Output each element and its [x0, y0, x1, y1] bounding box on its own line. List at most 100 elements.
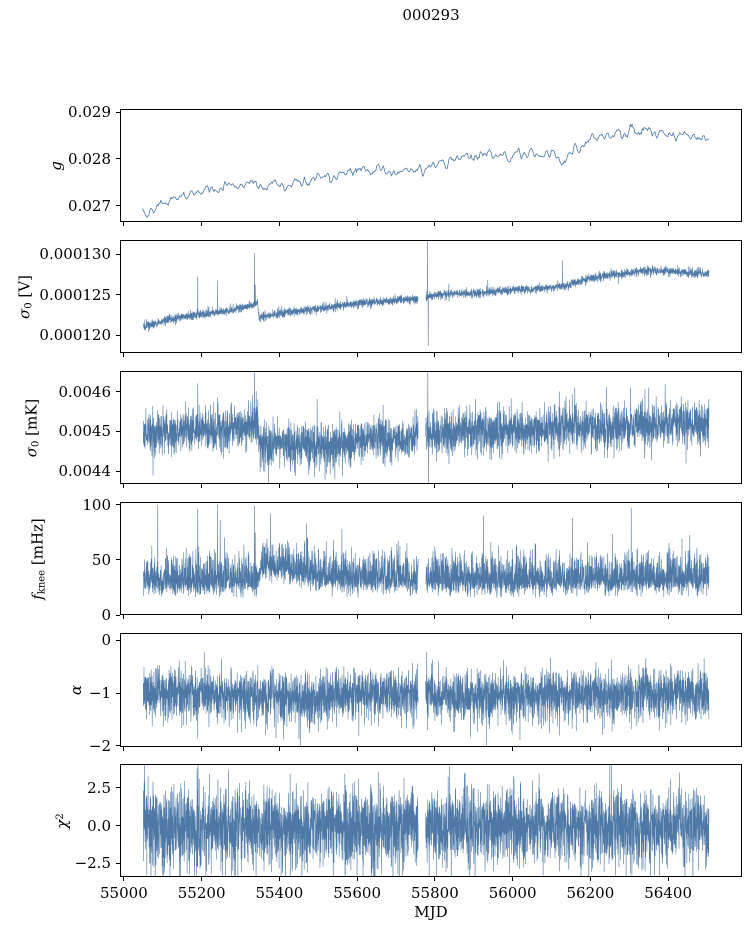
x-tick-mark — [434, 747, 436, 751]
y-axis-label-segment: σ — [15, 308, 34, 319]
y-axis-label-segment: 0 — [23, 301, 35, 309]
x-tick-mark — [589, 747, 591, 751]
panel-g — [120, 109, 742, 222]
x-tick-mark — [201, 222, 203, 226]
y-axis-label-sigma0-mk: σ0 [mK] — [22, 398, 41, 457]
x-tick-mark — [356, 615, 358, 619]
y-tick-label: 100 — [82, 495, 111, 514]
y-tick-label: 0 — [101, 606, 111, 624]
y-tick-mark — [116, 391, 120, 393]
y-tick-mark — [116, 614, 120, 616]
y-tick-label: 0.000125 — [39, 285, 111, 304]
series-canvas-alpha — [121, 634, 741, 746]
x-tick-mark — [278, 353, 280, 357]
x-tick-mark — [512, 353, 514, 357]
y-tick-mark — [116, 787, 120, 789]
x-tick-mark — [278, 615, 280, 619]
y-axis-label-segment: χ — [53, 819, 71, 829]
x-tick-mark — [201, 747, 203, 751]
y-axis-label-segment: knee — [36, 569, 48, 594]
y-axis-label-sigma0-v: σ0 [V] — [15, 275, 34, 319]
x-tick-mark — [123, 615, 125, 619]
y-tick-label: 0.000130 — [39, 245, 111, 264]
x-tick-label: 56400 — [644, 884, 692, 902]
x-tick-mark — [201, 353, 203, 357]
panel-fknee — [120, 502, 742, 615]
x-tick-mark — [434, 877, 436, 881]
x-tick-mark — [589, 877, 591, 881]
y-tick-mark — [116, 639, 120, 641]
x-tick-mark — [667, 615, 669, 619]
y-axis-label-alpha: α — [67, 685, 85, 695]
x-tick-mark — [589, 484, 591, 488]
x-tick-mark — [278, 484, 280, 488]
y-tick-label: 0.000120 — [39, 326, 111, 345]
x-tick-label: 55200 — [177, 884, 226, 902]
y-tick-label: 0.0044 — [58, 462, 112, 481]
x-tick-mark — [667, 877, 669, 881]
y-tick-label: −2 — [88, 736, 111, 755]
y-tick-label: 0.027 — [68, 196, 111, 215]
x-tick-mark — [667, 222, 669, 226]
x-axis-label: MJD — [414, 903, 448, 921]
y-tick-mark — [116, 158, 120, 160]
x-tick-label: 55400 — [255, 884, 304, 902]
x-tick-mark — [512, 222, 514, 226]
y-tick-label: 50 — [91, 550, 111, 569]
panel-alpha — [120, 633, 742, 747]
y-tick-mark — [116, 504, 120, 506]
y-axis-label-segment: g — [47, 160, 65, 171]
y-axis-label-segment: σ — [22, 446, 41, 457]
series-canvas-sigma0-v — [121, 241, 741, 352]
y-tick-mark — [116, 253, 120, 255]
x-tick-mark — [589, 222, 591, 226]
y-axis-label-segment: f — [28, 593, 47, 600]
x-tick-mark — [123, 484, 125, 488]
x-tick-label: 55800 — [411, 884, 459, 902]
x-tick-mark — [123, 877, 125, 881]
x-tick-mark — [667, 484, 669, 488]
panel-sigma0-mk — [120, 371, 742, 484]
y-axis-label-segment: [mK] — [22, 398, 41, 441]
x-tick-mark — [667, 747, 669, 751]
y-tick-mark — [116, 111, 120, 113]
x-tick-mark — [512, 484, 514, 488]
x-tick-mark — [512, 877, 514, 881]
y-tick-label: 0.0 — [87, 816, 111, 835]
x-tick-mark — [123, 222, 125, 226]
y-axis-label-g: g — [47, 161, 65, 171]
y-tick-label: −1 — [88, 684, 111, 703]
figure-title: 000293 — [402, 6, 460, 24]
x-tick-mark — [434, 353, 436, 357]
x-tick-mark — [123, 353, 125, 357]
x-tick-label: 55600 — [333, 884, 381, 902]
y-tick-mark — [116, 205, 120, 207]
y-axis-label-fknee: fknee [mHz] — [28, 518, 47, 600]
y-tick-mark — [116, 470, 120, 472]
y-axis-label-segment: [mHz] — [28, 517, 47, 570]
x-tick-mark — [589, 353, 591, 357]
y-tick-mark — [116, 825, 120, 827]
y-axis-label-segment: 0 — [30, 440, 42, 447]
y-tick-mark — [116, 745, 120, 747]
x-tick-mark — [434, 222, 436, 226]
x-tick-mark — [356, 877, 358, 881]
y-tick-mark — [116, 862, 120, 864]
x-tick-mark — [667, 353, 669, 357]
y-tick-label: 0.0046 — [58, 382, 112, 401]
x-tick-label: 55000 — [100, 884, 148, 902]
x-tick-mark — [123, 747, 125, 751]
x-tick-mark — [201, 615, 203, 619]
x-tick-label: 56000 — [488, 884, 537, 902]
x-tick-mark — [278, 877, 280, 881]
y-tick-label: −2.5 — [74, 854, 111, 873]
panel-sigma0-v — [120, 240, 742, 353]
x-tick-mark — [356, 747, 358, 751]
y-tick-mark — [116, 430, 120, 432]
x-tick-mark — [278, 222, 280, 226]
x-tick-mark — [201, 877, 203, 881]
x-tick-mark — [434, 615, 436, 619]
x-tick-mark — [512, 747, 514, 751]
y-tick-label: 0 — [101, 631, 111, 650]
